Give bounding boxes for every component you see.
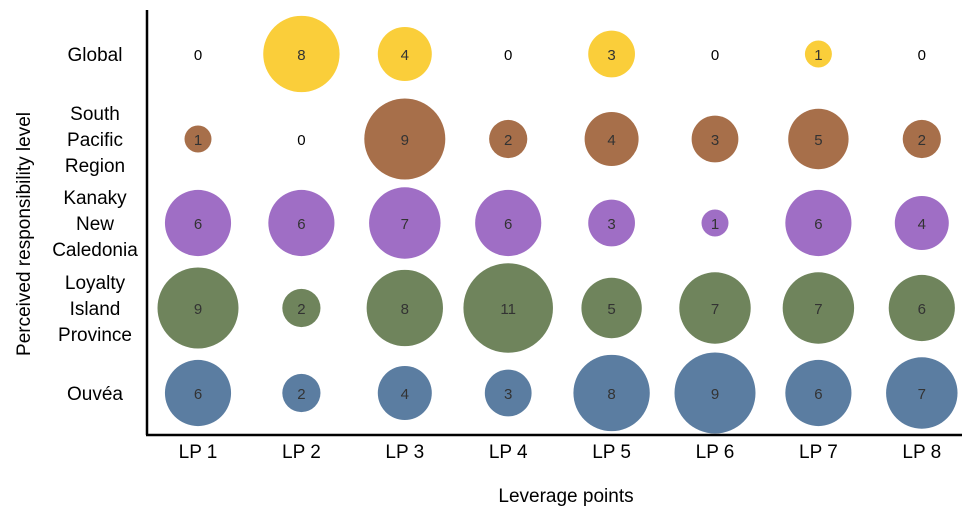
- value-label-3-7: 6: [814, 216, 822, 233]
- value-labels-layer: 0 8 4 0 3 0 1 0 1 0 9 2 4 3 5 2 6 6 7 6 3 1 6 4 9 2 8 11 5 7 7 6 6 2 4 3 8 9 6…: [194, 47, 926, 403]
- value-label-5-8: 7: [918, 386, 926, 403]
- value-label-5-5: 8: [607, 386, 615, 403]
- bubble-4-1: [157, 267, 239, 349]
- value-label-3-2: 6: [297, 216, 305, 233]
- x-tick-label-2: LP 2: [282, 442, 321, 463]
- bubble-1-3: [377, 27, 432, 81]
- value-label-1-8: 0: [918, 47, 926, 64]
- x-tick-label-6: LP 6: [696, 442, 735, 463]
- value-label-4-7: 7: [814, 301, 822, 318]
- x-tick-label-1: LP 1: [179, 442, 218, 463]
- bubble-2-6: [691, 115, 739, 163]
- bubbles-layer: [157, 15, 958, 434]
- value-label-5-4: 3: [504, 386, 512, 403]
- bubble-4-8: [888, 274, 955, 342]
- value-label-3-3: 7: [401, 216, 409, 233]
- bubble-2-3: [364, 98, 446, 180]
- y-tick-label-3: Kanaky New Caledonia: [52, 188, 138, 261]
- value-label-3-1: 6: [194, 216, 202, 233]
- x-tick-label-3: LP 3: [385, 442, 424, 463]
- bubble-5-5: [573, 354, 650, 432]
- bubble-4-2: [282, 288, 321, 328]
- value-label-4-8: 6: [918, 301, 926, 318]
- value-label-4-6: 7: [711, 301, 719, 318]
- value-label-1-4: 0: [504, 47, 512, 64]
- y-tick-label-1: Global: [68, 45, 123, 66]
- value-label-5-3: 4: [401, 386, 409, 403]
- bubble-5-7: [785, 359, 852, 427]
- bubble-3-5: [588, 199, 635, 247]
- value-label-1-6: 0: [711, 47, 719, 64]
- bubble-5-1: [164, 359, 232, 427]
- bubble-5-6: [674, 352, 756, 434]
- x-tick-label-5: LP 5: [592, 442, 631, 463]
- bubble-3-8: [894, 196, 949, 250]
- value-label-2-2: 0: [297, 132, 305, 149]
- value-label-3-5: 3: [607, 216, 615, 233]
- bubble-5-8: [886, 357, 958, 429]
- y-tick-label-2: South Pacific Region: [65, 104, 125, 177]
- value-label-2-1: 1: [194, 132, 202, 149]
- value-label-1-3: 4: [401, 47, 409, 64]
- value-label-4-2: 2: [297, 301, 305, 318]
- bubble-4-3: [366, 269, 443, 347]
- bubble-5-2: [282, 373, 321, 413]
- value-label-4-1: 9: [194, 301, 202, 318]
- value-label-1-7: 1: [814, 47, 822, 64]
- bubble-3-1: [164, 189, 232, 257]
- bubble-3-6: [701, 209, 729, 237]
- y-axis-title: Perceived responsibility level: [14, 112, 35, 356]
- value-label-2-4: 2: [504, 132, 512, 149]
- value-label-3-6: 1: [711, 216, 719, 233]
- y-tick-label-5: Ouvéa: [67, 384, 123, 405]
- bubble-1-5: [588, 30, 635, 78]
- bubble-4-7: [782, 272, 855, 344]
- bubble-5-3: [377, 366, 432, 420]
- x-tick-label-4: LP 4: [489, 442, 528, 463]
- value-label-4-4: 11: [500, 301, 516, 318]
- value-label-3-8: 4: [918, 216, 926, 233]
- bubble-2-7: [788, 108, 849, 170]
- x-axis-title: Leverage points: [498, 486, 633, 507]
- y-tick-label-4: Loyalty Island Province: [58, 273, 132, 346]
- value-label-5-1: 6: [194, 386, 202, 403]
- bubble-3-7: [785, 189, 852, 257]
- value-label-5-7: 6: [814, 386, 822, 403]
- value-label-5-6: 9: [711, 386, 719, 403]
- value-label-2-8: 2: [918, 132, 926, 149]
- value-label-1-1: 0: [194, 47, 202, 64]
- bubble-3-2: [268, 189, 335, 257]
- bubble-4-5: [581, 277, 642, 339]
- x-tick-label-8: LP 8: [902, 442, 941, 463]
- bubble-1-2: [263, 15, 340, 93]
- x-tick-label-7: LP 7: [799, 442, 838, 463]
- value-label-3-4: 6: [504, 216, 512, 233]
- value-label-2-6: 3: [711, 132, 719, 149]
- value-label-1-5: 3: [607, 47, 615, 64]
- value-label-4-5: 5: [607, 301, 615, 318]
- y-tick-labels: Global South Pacific Region Kanaky New Caledon…: [52, 45, 138, 405]
- value-label-1-2: 8: [297, 47, 305, 64]
- bubble-2-5: [584, 112, 639, 166]
- bubble-3-3: [369, 187, 441, 259]
- bubble-5-4: [484, 369, 532, 417]
- bubble-4-6: [679, 272, 751, 344]
- bubble-2-1: [184, 125, 212, 153]
- value-label-5-2: 2: [297, 386, 305, 403]
- value-label-2-5: 4: [607, 132, 615, 149]
- bubble-2-8: [902, 119, 941, 159]
- value-label-2-3: 9: [401, 132, 409, 149]
- bubble-1-7: [804, 40, 832, 68]
- x-tick-labels: LP 1 LP 2 LP 3 LP 4 LP 5 LP 6 LP 7 LP 8: [179, 442, 942, 463]
- value-label-4-3: 8: [401, 301, 409, 318]
- bubble-3-4: [475, 189, 542, 257]
- value-label-2-7: 5: [814, 132, 822, 149]
- bubble-2-4: [489, 119, 528, 159]
- bubble-4-4: [463, 263, 553, 353]
